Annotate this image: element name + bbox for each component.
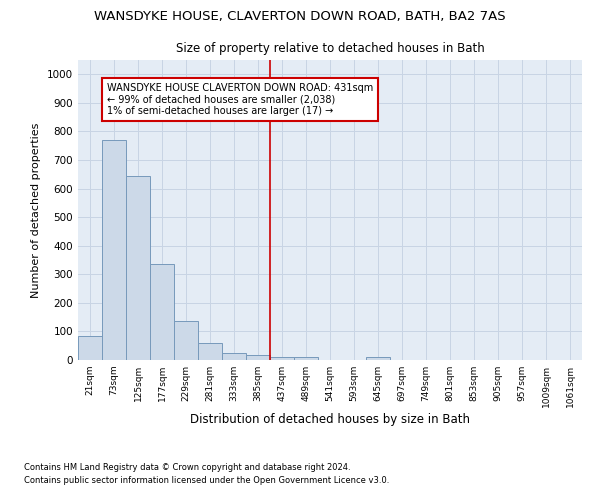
Title: Size of property relative to detached houses in Bath: Size of property relative to detached ho… [176, 42, 484, 54]
Text: WANSDYKE HOUSE CLAVERTON DOWN ROAD: 431sqm
← 99% of detached houses are smaller : WANSDYKE HOUSE CLAVERTON DOWN ROAD: 431s… [107, 83, 374, 116]
Bar [174, 322, 198, 360]
Y-axis label: Number of detached properties: Number of detached properties [31, 122, 41, 298]
Bar [270, 357, 294, 360]
Bar [126, 176, 150, 360]
Bar [246, 355, 270, 360]
Bar [366, 356, 390, 360]
Text: Contains HM Land Registry data © Crown copyright and database right 2024.: Contains HM Land Registry data © Crown c… [24, 462, 350, 471]
Bar [150, 264, 174, 360]
Bar [78, 336, 102, 360]
Bar [102, 140, 126, 360]
Bar [222, 353, 246, 360]
Text: WANSDYKE HOUSE, CLAVERTON DOWN ROAD, BATH, BA2 7AS: WANSDYKE HOUSE, CLAVERTON DOWN ROAD, BAT… [94, 10, 506, 23]
Bar [294, 357, 318, 360]
X-axis label: Distribution of detached houses by size in Bath: Distribution of detached houses by size … [190, 412, 470, 426]
Bar [198, 343, 222, 360]
Text: Contains public sector information licensed under the Open Government Licence v3: Contains public sector information licen… [24, 476, 389, 485]
